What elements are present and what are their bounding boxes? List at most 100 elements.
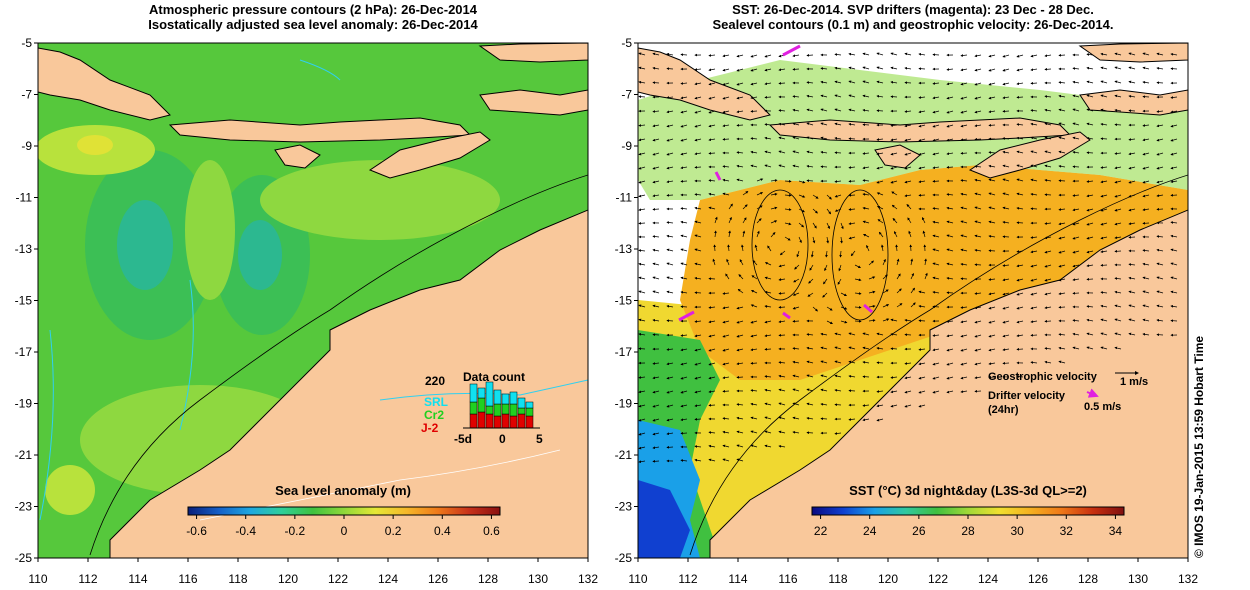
velocity-arrow	[876, 109, 884, 113]
velocity-arrow	[826, 208, 832, 215]
velocity-arrow	[862, 123, 870, 127]
velocity-arrow	[764, 430, 772, 434]
velocity-arrow	[792, 402, 800, 406]
velocity-arrow	[1156, 152, 1164, 156]
velocity-arrow	[932, 276, 940, 280]
velocity-arrow	[722, 348, 730, 352]
velocity-arrow	[1072, 150, 1080, 154]
velocity-arrow	[1086, 208, 1094, 212]
velocity-arrow	[904, 138, 912, 142]
velocity-arrow	[1072, 264, 1080, 268]
sla-colorbar-tick-label: 0.6	[483, 524, 500, 538]
velocity-arrow	[906, 204, 912, 210]
velocity-arrow	[750, 444, 758, 448]
data-count-tick-neg5: -5d	[454, 432, 472, 446]
right-lat-label: -17	[615, 345, 633, 359]
velocity-arrow	[868, 319, 876, 322]
velocity-arrow	[1156, 194, 1164, 198]
velocity-arrow	[750, 290, 758, 294]
velocity-arrow	[756, 230, 760, 238]
velocity-arrow	[946, 334, 954, 338]
velocity-arrow	[708, 348, 716, 352]
velocity-arrow	[1086, 236, 1094, 240]
velocity-arrow	[1016, 68, 1024, 72]
velocity-arrow	[764, 388, 772, 392]
velocity-arrow	[891, 204, 898, 210]
left-axes: -5 -7 -9 -11 -13 -15 -17 -19 -21 -23 -25 110 112 114 1…	[15, 36, 599, 586]
velocity-arrow	[1086, 346, 1094, 350]
velocity-arrow	[891, 191, 898, 196]
velocity-arrow	[764, 68, 772, 72]
left-lon-label: 116	[178, 572, 197, 586]
velocity-arrow	[722, 334, 730, 338]
velocity-arrow	[988, 292, 996, 296]
velocity-arrow	[834, 80, 842, 84]
velocity-arrow	[946, 276, 954, 280]
velocity-arrow	[722, 54, 730, 58]
left-lon-label: 112	[78, 572, 97, 586]
velocity-arrow	[750, 304, 758, 308]
velocity-arrow	[960, 179, 968, 182]
velocity-arrow	[932, 290, 940, 294]
sst-colorbar-tick-label: 22	[814, 524, 828, 538]
velocity-arrow	[680, 248, 688, 252]
velocity-arrow	[848, 166, 856, 169]
drifter-velocity-label: Drifter velocity	[988, 390, 1066, 402]
velocity-arrow	[882, 318, 890, 322]
right-lon-label: 112	[678, 572, 697, 586]
velocity-arrow	[1156, 52, 1164, 56]
velocity-arrow	[1002, 164, 1010, 168]
velocity-arrow	[638, 276, 646, 280]
velocity-arrow	[820, 374, 828, 378]
velocity-arrow	[1058, 94, 1066, 98]
velocity-arrow	[839, 250, 843, 258]
velocity-arrow	[666, 166, 674, 170]
velocity-arrow	[848, 80, 856, 84]
sat-cr2-label: Cr2	[424, 408, 444, 422]
sla-colorbar-ticks: -0.6 -0.4 -0.2 0 0.2 0.4 0.6	[186, 515, 500, 538]
velocity-arrow	[764, 262, 772, 266]
velocity-arrow	[1044, 136, 1052, 140]
velocity-arrow	[918, 304, 926, 308]
velocity-arrow	[960, 262, 968, 266]
velocity-arrow	[764, 123, 772, 126]
velocity-arrow	[652, 248, 660, 252]
velocity-arrow	[680, 53, 688, 57]
velocity-arrow	[680, 334, 688, 337]
velocity-arrow	[1142, 249, 1150, 252]
velocity-arrow	[778, 122, 786, 126]
velocity-arrow	[1114, 166, 1122, 170]
velocity-arrow	[792, 108, 800, 112]
velocity-arrow	[736, 96, 744, 100]
velocity-arrow	[974, 248, 982, 252]
velocity-arrow	[1016, 206, 1024, 210]
velocity-arrow	[946, 320, 954, 323]
velocity-arrow	[694, 376, 702, 380]
left-lon-label: 132	[578, 572, 598, 586]
velocity-arrow	[974, 206, 982, 210]
velocity-arrow	[1016, 192, 1024, 196]
velocity-arrow	[1058, 292, 1066, 296]
sumba-island-sst	[874, 144, 921, 169]
velocity-arrow	[854, 264, 861, 268]
velocity-arrow	[862, 152, 870, 155]
velocity-arrow	[792, 416, 800, 420]
velocity-arrow	[824, 264, 828, 272]
velocity-arrow	[838, 264, 842, 272]
velocity-arrow	[1086, 136, 1094, 140]
velocity-arrow	[680, 276, 688, 280]
velocity-arrow	[876, 166, 884, 170]
velocity-arrow	[792, 374, 800, 378]
velocity-arrow	[652, 138, 660, 142]
velocity-arrow	[796, 250, 800, 258]
velocity-arrow	[750, 348, 758, 352]
velocity-arrow	[1072, 346, 1080, 350]
velocity-arrow	[778, 81, 786, 85]
velocity-arrow	[848, 122, 856, 126]
sst-colorbar-tick-label: 26	[912, 524, 926, 538]
velocity-arrow	[868, 304, 876, 308]
velocity-arrow	[1016, 82, 1024, 86]
velocity-arrow	[736, 458, 744, 462]
velocity-arrow	[694, 152, 702, 156]
velocity-arrow	[862, 332, 870, 336]
